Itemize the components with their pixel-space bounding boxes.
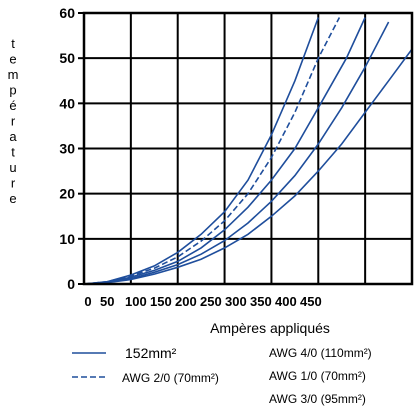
- series-line: [84, 22, 389, 284]
- y-axis-label-char: p: [9, 83, 16, 98]
- legend: 152mm² AWG 2/0 (70mm²) AWG 4/0 (110mm²) AWG…: [72, 345, 372, 406]
- y-axis-label-char: u: [9, 160, 16, 175]
- x-axis-label: Ampères appliqués: [210, 320, 330, 336]
- legend-label: 152mm²: [125, 345, 177, 361]
- y-tick-label: 60: [59, 5, 75, 21]
- x-tick-label: 350: [250, 294, 272, 309]
- x-tick-label: 450: [300, 294, 322, 309]
- x-tick-label: 250: [200, 294, 222, 309]
- legend-label: AWG 4/0 (110mm²): [269, 346, 372, 360]
- x-tick-label: 300: [225, 294, 247, 309]
- y-axis-label-char: m: [8, 67, 19, 82]
- legend-label: AWG 2/0 (70mm²): [122, 371, 219, 385]
- y-axis-label-char: e: [9, 52, 16, 67]
- x-tick-label: 200: [175, 294, 197, 309]
- y-tick-label: 30: [59, 141, 75, 157]
- y-tick-label: 10: [59, 231, 75, 247]
- y-axis-label-char: e: [9, 191, 16, 206]
- y-axis-label-char: t: [11, 145, 15, 160]
- series-line: [84, 49, 412, 284]
- y-tick-label: 0: [67, 276, 75, 292]
- y-axis-label-char: a: [9, 129, 17, 144]
- x-tick-label: 50: [100, 294, 114, 309]
- y-tick-label: 40: [59, 95, 75, 111]
- x-tick-label: 0: [84, 294, 91, 309]
- x-tick-labels: 0 50 100 150 200 250 300 350 400 450: [84, 294, 321, 309]
- y-tick-label: 20: [59, 186, 75, 202]
- y-tick-labels: 0 10 20 30 40 50 60: [59, 5, 84, 292]
- x-tick-label: 400: [275, 294, 297, 309]
- x-tick-label: 150: [150, 294, 172, 309]
- legend-label: AWG 3/0 (95mm²): [269, 392, 366, 406]
- y-axis-label-char: é: [9, 98, 16, 113]
- y-axis-label-char: r: [11, 176, 16, 191]
- y-axis-label-char: t: [11, 36, 15, 51]
- y-axis-label-char: r: [11, 114, 16, 129]
- legend-label: AWG 1/0 (70mm²): [269, 369, 366, 383]
- y-tick-label: 50: [59, 50, 75, 66]
- grid: [84, 13, 412, 284]
- x-tick-label: 100: [125, 294, 147, 309]
